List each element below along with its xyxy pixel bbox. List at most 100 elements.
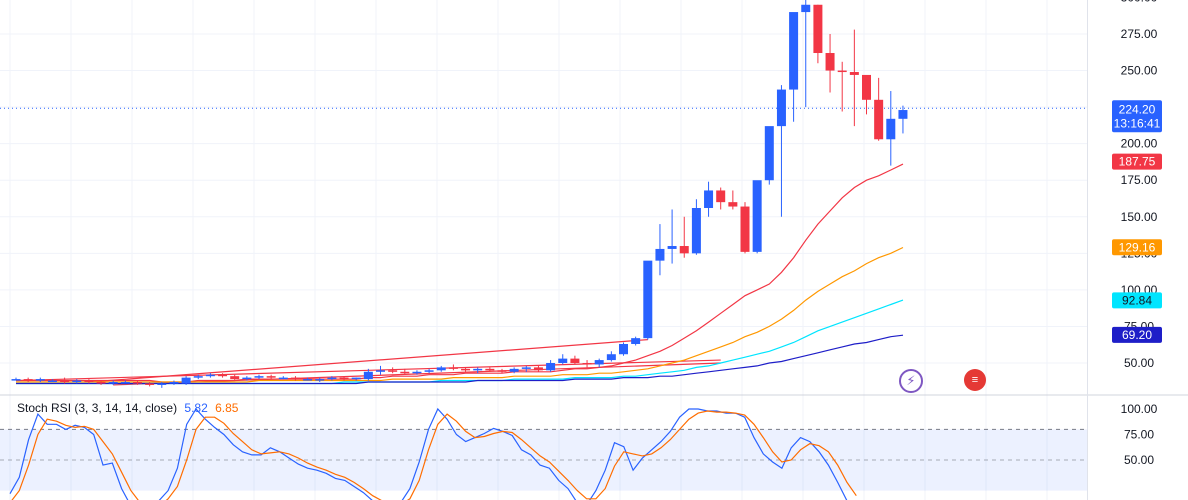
candle-body xyxy=(825,53,835,71)
last-price-tag xyxy=(1112,100,1162,133)
candle-body xyxy=(789,12,799,90)
candle-body xyxy=(424,370,434,372)
candle-body xyxy=(193,376,203,378)
candle-body xyxy=(716,190,726,203)
price-tick-label: 275.00 xyxy=(1121,27,1158,41)
flash-icon[interactable]: ⚡ xyxy=(899,369,923,393)
price-tick-label: 175.00 xyxy=(1121,173,1158,187)
moving-average-tag xyxy=(1112,326,1162,343)
candle-body xyxy=(181,377,191,384)
candle-body xyxy=(801,4,811,13)
candle-body xyxy=(886,118,896,140)
candle-body xyxy=(412,371,422,374)
candle-body xyxy=(11,379,21,381)
price-tick-label: 200.00 xyxy=(1121,137,1158,151)
stoch-rsi-d-value: 6.85 xyxy=(215,401,239,415)
candle-body xyxy=(813,4,823,54)
candle-body xyxy=(862,74,871,100)
candle-body xyxy=(339,377,349,380)
candle-body xyxy=(752,180,762,252)
moving-average-line xyxy=(16,163,904,383)
candle-body xyxy=(497,370,507,372)
moving-average-tag-label: 187.75 xyxy=(1119,155,1156,169)
candle-body xyxy=(254,376,264,378)
stoch-rsi-pane xyxy=(0,407,1087,500)
candle-body xyxy=(205,374,215,377)
candle-body xyxy=(327,377,337,380)
trendline xyxy=(88,339,648,383)
candle-body xyxy=(376,370,385,372)
last-price-countdown: 13:16:41 xyxy=(1114,116,1161,130)
candle-body xyxy=(509,368,519,372)
candle-body xyxy=(546,363,556,371)
candle-body xyxy=(874,99,884,140)
candle-body xyxy=(631,338,641,344)
candle-body xyxy=(84,380,94,383)
candle-body xyxy=(266,376,276,378)
candle-body xyxy=(704,190,714,209)
candle-body xyxy=(728,202,738,207)
price-tick-label: 250.00 xyxy=(1121,64,1158,78)
candle-body xyxy=(764,126,774,181)
candle-body xyxy=(218,374,228,377)
candle-body xyxy=(23,379,33,381)
candle-body xyxy=(461,368,471,371)
candle-body xyxy=(655,248,665,261)
candle-body xyxy=(521,367,531,369)
flag-icon[interactable]: ≡ xyxy=(964,369,986,391)
candle-body xyxy=(133,382,142,384)
candle-body xyxy=(740,206,750,252)
candle-body xyxy=(388,370,398,372)
candle-body xyxy=(351,377,361,380)
candle-body xyxy=(691,208,701,254)
moving-average-tag-label: 129.16 xyxy=(1119,240,1156,254)
stoch-rsi-k-line xyxy=(9,407,848,500)
candle-body xyxy=(606,354,616,361)
candle-body xyxy=(533,367,543,371)
candle-body xyxy=(242,377,252,380)
candle-body xyxy=(436,367,446,371)
candle-body xyxy=(400,371,410,374)
price-pane xyxy=(0,0,1087,388)
candle-body xyxy=(145,383,155,385)
candle-body xyxy=(315,379,325,381)
candle-body xyxy=(594,360,604,365)
candle-body xyxy=(290,377,300,380)
price-tick-label: 300.00 xyxy=(1121,0,1158,4)
stoch-rsi-title: Stoch RSI (3, 3, 14, 14, close) xyxy=(17,401,178,415)
candle-body xyxy=(278,377,288,380)
last-price-value: 224.20 xyxy=(1119,102,1156,116)
stoch-rsi-legend: Stoch RSI (3, 3, 14, 14, close) 5.82 6.8… xyxy=(17,401,238,415)
moving-average-tag-label: 69.20 xyxy=(1122,328,1152,342)
moving-average-tag xyxy=(1112,153,1162,170)
moving-average-tag xyxy=(1112,292,1162,309)
moving-average-line xyxy=(16,299,904,385)
candle-body xyxy=(72,380,82,383)
candle-body xyxy=(108,382,118,384)
stoch-rsi-tick-label: 100.00 xyxy=(1121,402,1158,416)
stoch-rsi-k-value: 5.82 xyxy=(184,401,208,415)
candle-body xyxy=(849,72,859,75)
candle-body xyxy=(679,246,689,254)
stoch-rsi-d-line xyxy=(11,410,857,500)
candle-body xyxy=(473,368,483,371)
candle-body xyxy=(157,383,167,385)
candle-body xyxy=(643,260,653,339)
candle-body xyxy=(230,376,240,380)
candle-body xyxy=(619,343,628,355)
candle-body xyxy=(169,382,179,384)
candle-body xyxy=(96,382,106,384)
candle-body xyxy=(667,246,677,249)
candle-body xyxy=(898,110,908,119)
moving-average-tag xyxy=(1112,239,1162,256)
candle-body xyxy=(448,367,458,369)
candle-body xyxy=(837,70,847,73)
price-axis: 50.0075.00100.00125.00150.00175.00200.00… xyxy=(1121,0,1158,467)
candle-body xyxy=(582,363,592,365)
price-tick-label: 50.00 xyxy=(1124,356,1154,370)
moving-average-line xyxy=(16,246,904,383)
candle-body xyxy=(60,380,70,383)
